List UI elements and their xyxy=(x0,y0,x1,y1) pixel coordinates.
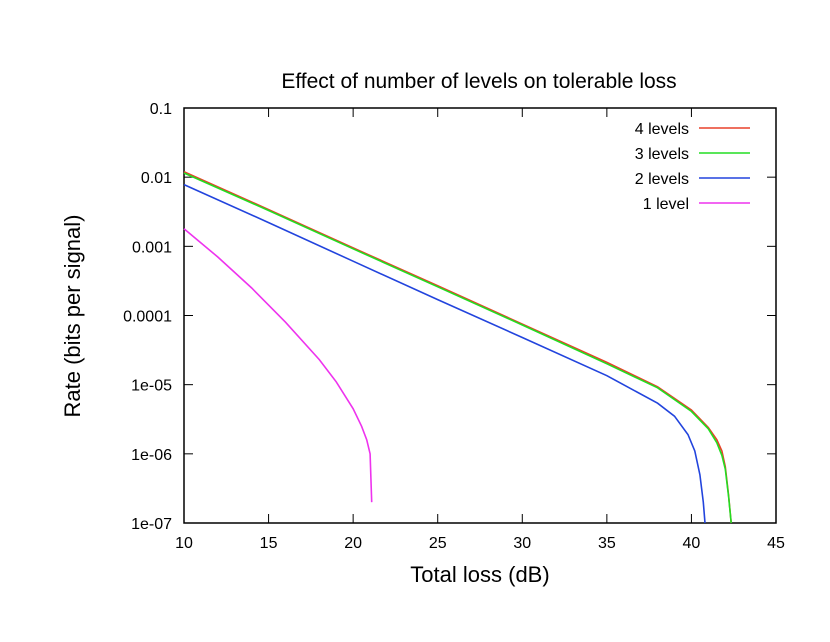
x-tick-label: 45 xyxy=(767,535,785,552)
y-tick-label: 1e-07 xyxy=(131,516,172,533)
y-tick-label: 0.001 xyxy=(132,239,172,256)
x-tick-label: 30 xyxy=(513,535,531,552)
x-tick-label: 25 xyxy=(429,535,447,552)
legend-label: 3 levels xyxy=(635,146,689,163)
legend-label: 1 level xyxy=(643,196,689,213)
legend-label: 2 levels xyxy=(635,171,689,188)
y-tick-label: 1e-05 xyxy=(131,378,172,395)
x-axis-label: Total loss (dB) xyxy=(410,562,549,587)
x-tick-label: 40 xyxy=(683,535,701,552)
y-axis-label: Rate (bits per signal) xyxy=(60,215,85,418)
series-lines xyxy=(183,170,732,524)
axis-ticks: 10 15 20 25 30 35 40 45 0.1 0.01 0.001 0.0001 1e-05 1… xyxy=(123,101,785,552)
x-tick-label: 10 xyxy=(175,535,193,552)
x-tick-label: 20 xyxy=(344,535,362,552)
series-line-2 xyxy=(183,183,706,524)
y-tick-label: 1e-06 xyxy=(131,447,172,464)
chart-title: Effect of number of levels on tolerable … xyxy=(281,70,676,93)
y-tick-label: 0.01 xyxy=(141,170,172,187)
y-tick-label: 0.1 xyxy=(150,101,172,118)
series-line-3 xyxy=(183,228,373,503)
series-line-1 xyxy=(183,172,732,524)
legend: 4 levels 3 levels 2 levels 1 level xyxy=(635,121,750,213)
series-line-0 xyxy=(183,170,732,524)
y-tick-label: 0.0001 xyxy=(123,309,172,326)
legend-label: 4 levels xyxy=(635,121,689,138)
x-tick-label: 15 xyxy=(260,535,278,552)
x-tick-label: 35 xyxy=(598,535,616,552)
